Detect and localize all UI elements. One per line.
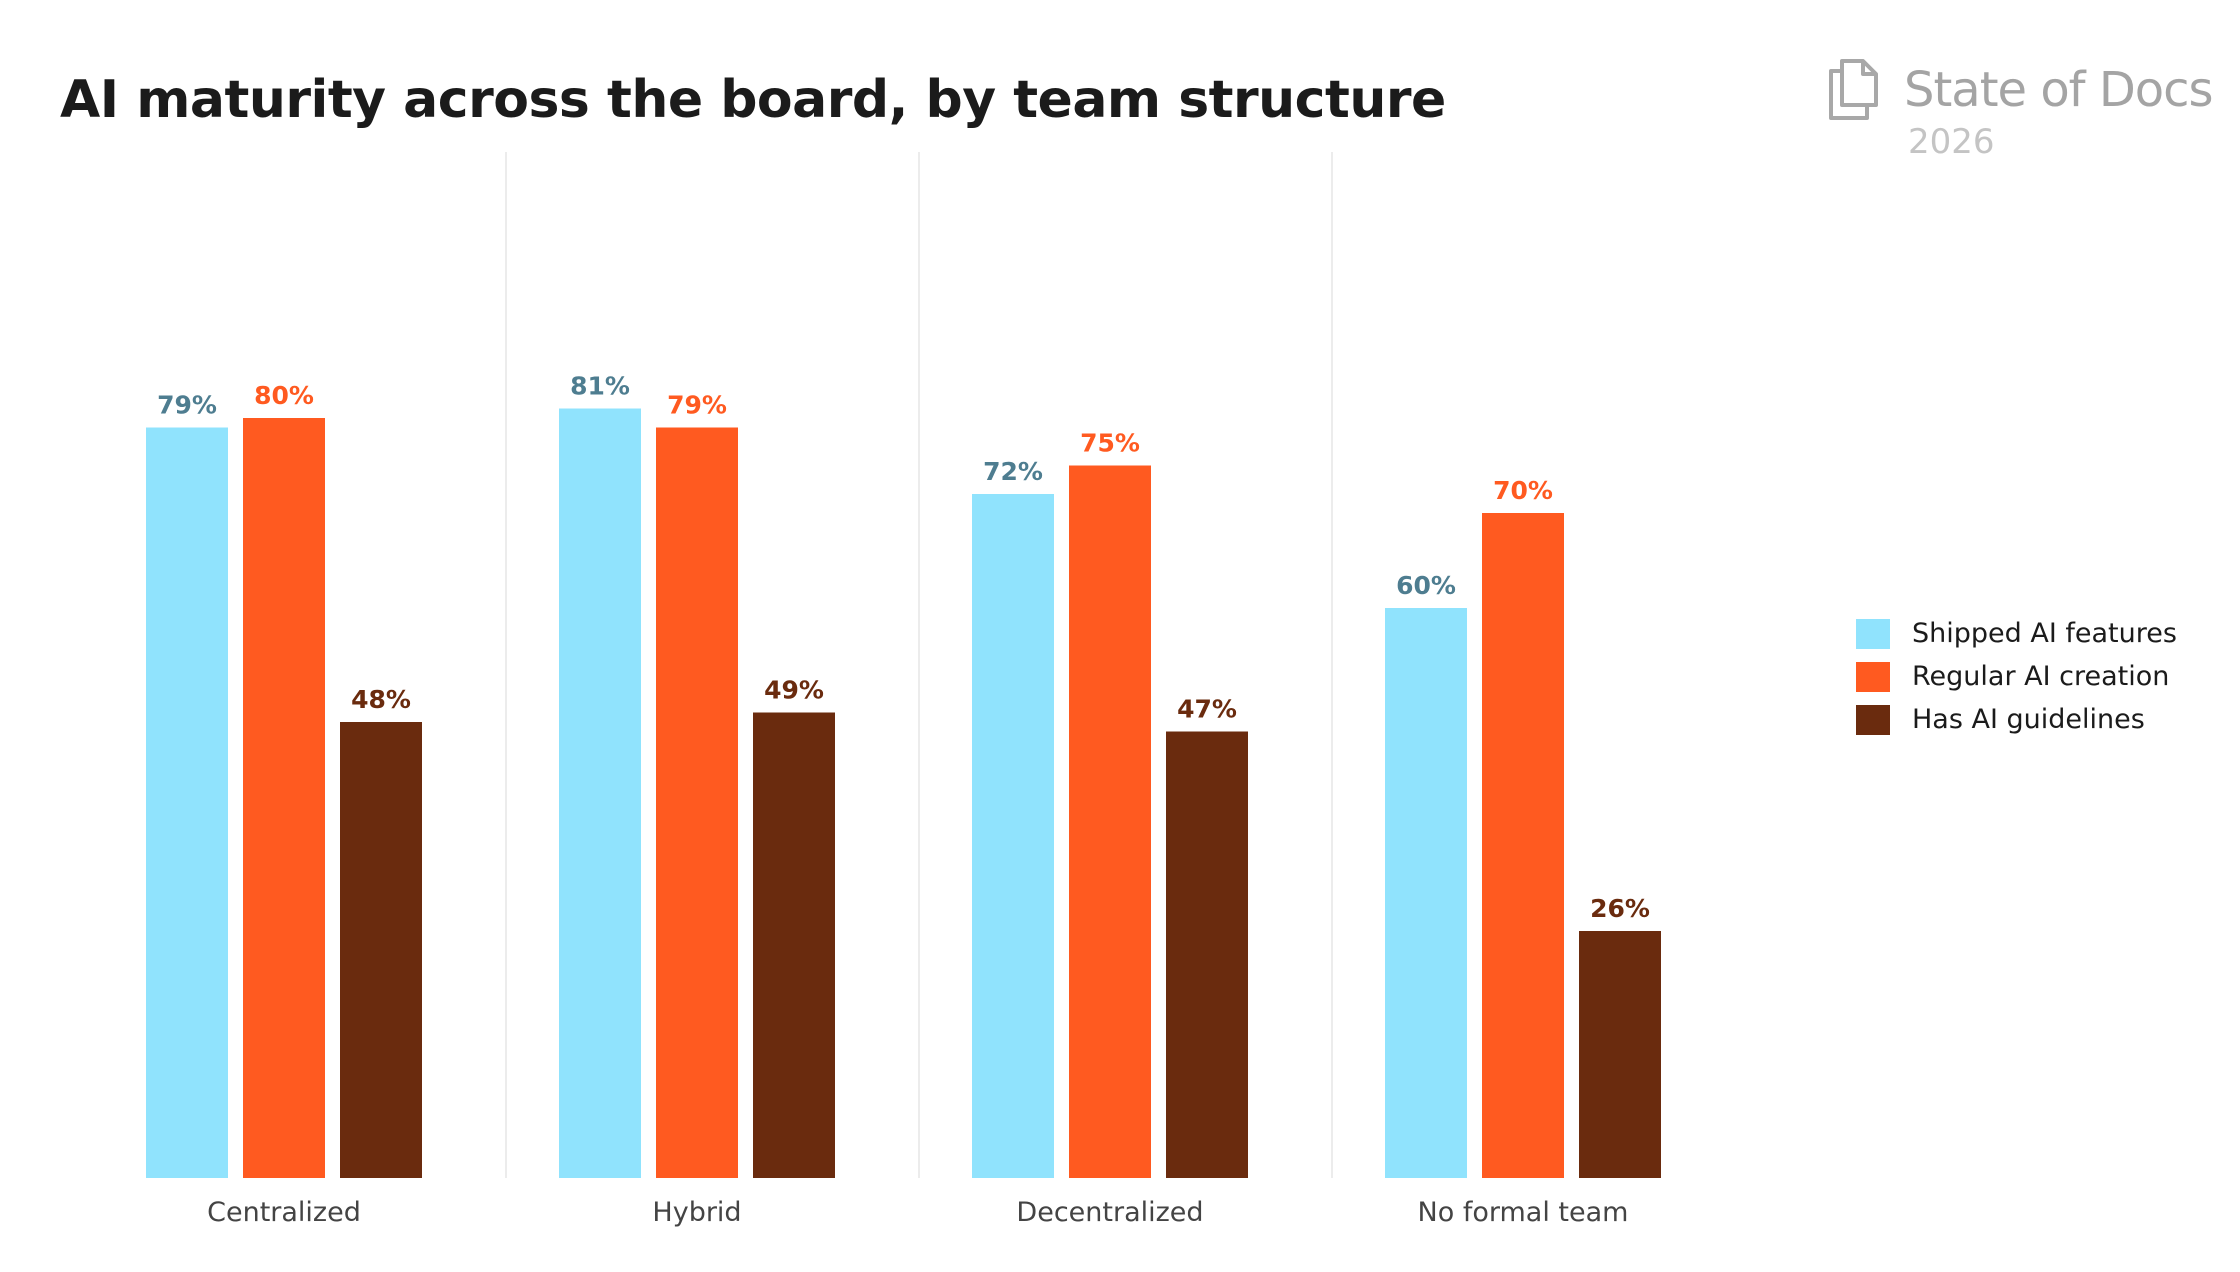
data-label-shipped: 72% <box>983 457 1043 486</box>
bar-guidelines-hybrid <box>753 712 835 1178</box>
legend-swatch-regular <box>1856 661 1890 692</box>
bar-regular-decentralized <box>1069 465 1151 1178</box>
legend-swatch-shipped <box>1856 618 1890 649</box>
bar-regular-hybrid <box>656 427 738 1178</box>
category-label: Hybrid <box>652 1197 741 1228</box>
data-label-regular: 80% <box>254 381 314 410</box>
legend-label-shipped: Shipped AI features <box>1912 618 2177 649</box>
data-label-regular: 70% <box>1493 476 1553 505</box>
bar-guidelines-centralized <box>340 722 422 1178</box>
data-label-guidelines: 48% <box>351 685 411 714</box>
data-label-regular: 75% <box>1080 429 1140 458</box>
data-label-shipped: 81% <box>570 372 630 401</box>
legend-label-guidelines: Has AI guidelines <box>1912 704 2145 735</box>
bar-shipped-centralized <box>146 427 228 1178</box>
data-label-regular: 79% <box>667 391 727 420</box>
bar-guidelines-decentralized <box>1166 731 1248 1178</box>
logo-year: 2026 <box>1908 122 1995 162</box>
data-label-guidelines: 26% <box>1590 894 1650 923</box>
category-label: No formal team <box>1418 1197 1629 1228</box>
bar-shipped-hybrid <box>559 408 641 1178</box>
legend-item-regular: Regular AI creation <box>1856 655 2177 698</box>
bar-shipped-decentralized <box>972 494 1054 1178</box>
data-label-guidelines: 47% <box>1177 695 1237 724</box>
bar-guidelines-no-formal-team <box>1579 931 1661 1178</box>
legend-swatch-guidelines <box>1856 704 1890 735</box>
bar-regular-no-formal-team <box>1482 513 1564 1178</box>
legend-item-shipped: Shipped AI features <box>1856 612 2177 655</box>
legend-item-guidelines: Has AI guidelines <box>1856 698 2177 741</box>
chart-legend: Shipped AI features Regular AI creation Ha… <box>1856 612 2177 741</box>
state-of-docs-logo: State of Docs 2026 <box>1826 58 2226 168</box>
bar-regular-centralized <box>243 418 325 1178</box>
category-label: Decentralized <box>1016 1197 1203 1228</box>
data-label-shipped: 79% <box>157 391 217 420</box>
chart-title: AI maturity across the board, by team st… <box>60 70 1446 130</box>
bar-shipped-no-formal-team <box>1385 608 1467 1178</box>
data-label-shipped: 60% <box>1396 571 1456 600</box>
category-label: Centralized <box>207 1197 361 1228</box>
data-label-guidelines: 49% <box>764 676 824 705</box>
legend-label-regular: Regular AI creation <box>1912 661 2170 692</box>
logo-text: State of Docs <box>1904 62 2214 118</box>
document-stack-icon <box>1829 59 1878 120</box>
